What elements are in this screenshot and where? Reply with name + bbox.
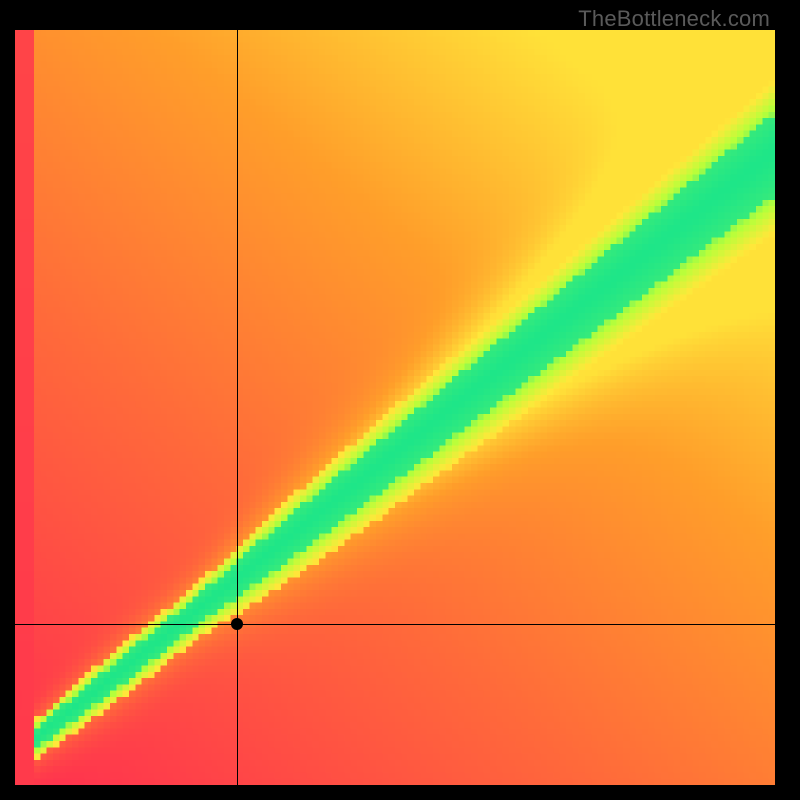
chart-container: TheBottleneck.com	[0, 0, 800, 800]
crosshair-vertical	[237, 30, 238, 785]
heatmap-plot	[15, 30, 775, 785]
heatmap-canvas	[15, 30, 775, 785]
watermark-text: TheBottleneck.com	[578, 6, 770, 32]
data-point-marker	[231, 618, 243, 630]
crosshair-horizontal	[15, 624, 775, 625]
